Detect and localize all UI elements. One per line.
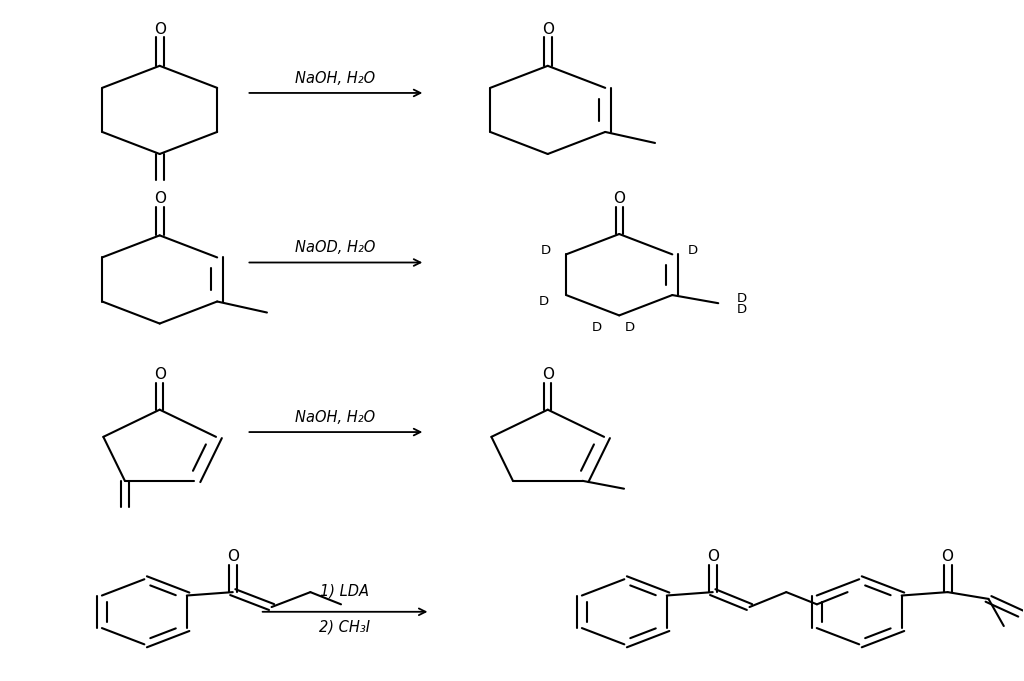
Text: O: O [226,550,239,565]
Text: NaOD, H₂O: NaOD, H₂O [295,240,376,255]
Text: O: O [154,367,166,382]
Text: 1) LDA: 1) LDA [321,584,369,599]
Text: D: D [688,244,697,257]
Text: O: O [154,191,166,206]
Text: O: O [613,191,626,206]
Text: D: D [625,321,635,334]
Text: O: O [542,22,554,37]
Text: O: O [154,22,166,37]
Text: D: D [736,304,746,317]
Text: D: D [736,292,746,305]
Text: 2) CH₃I: 2) CH₃I [318,619,370,634]
Text: O: O [707,550,719,565]
Text: D: D [592,321,602,334]
Text: D: D [539,296,549,308]
Text: NaOH, H₂O: NaOH, H₂O [295,71,376,86]
Text: NaOH, H₂O: NaOH, H₂O [295,410,376,425]
Text: O: O [542,367,554,382]
Text: D: D [541,244,551,257]
Text: O: O [942,550,953,565]
